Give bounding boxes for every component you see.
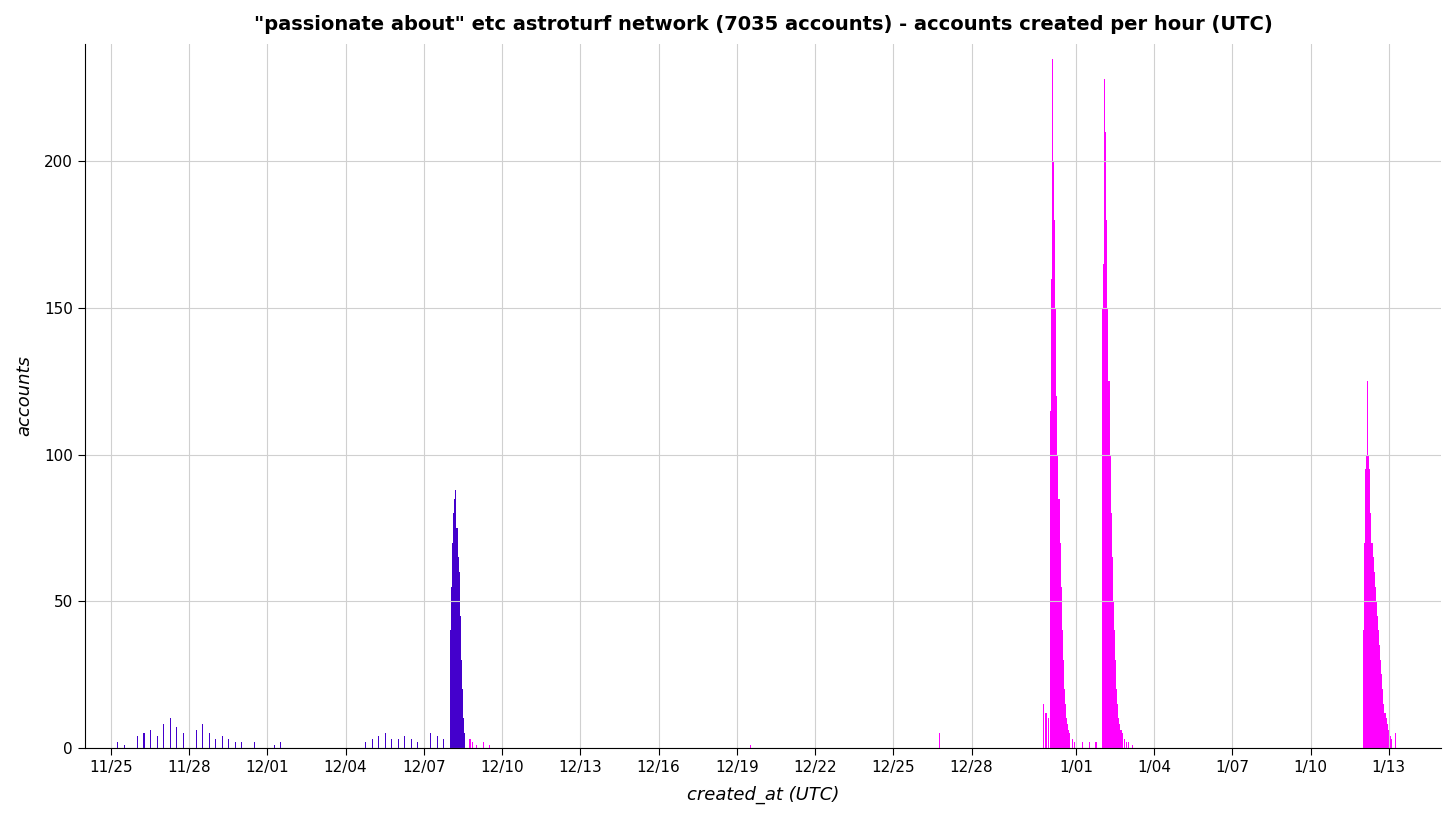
Title: "passionate about" etc astroturf network (7035 accounts) - accounts created per : "passionate about" etc astroturf network… bbox=[253, 15, 1273, 34]
X-axis label: created_at (UTC): created_at (UTC) bbox=[687, 785, 839, 804]
Y-axis label: accounts: accounts bbox=[15, 355, 33, 437]
